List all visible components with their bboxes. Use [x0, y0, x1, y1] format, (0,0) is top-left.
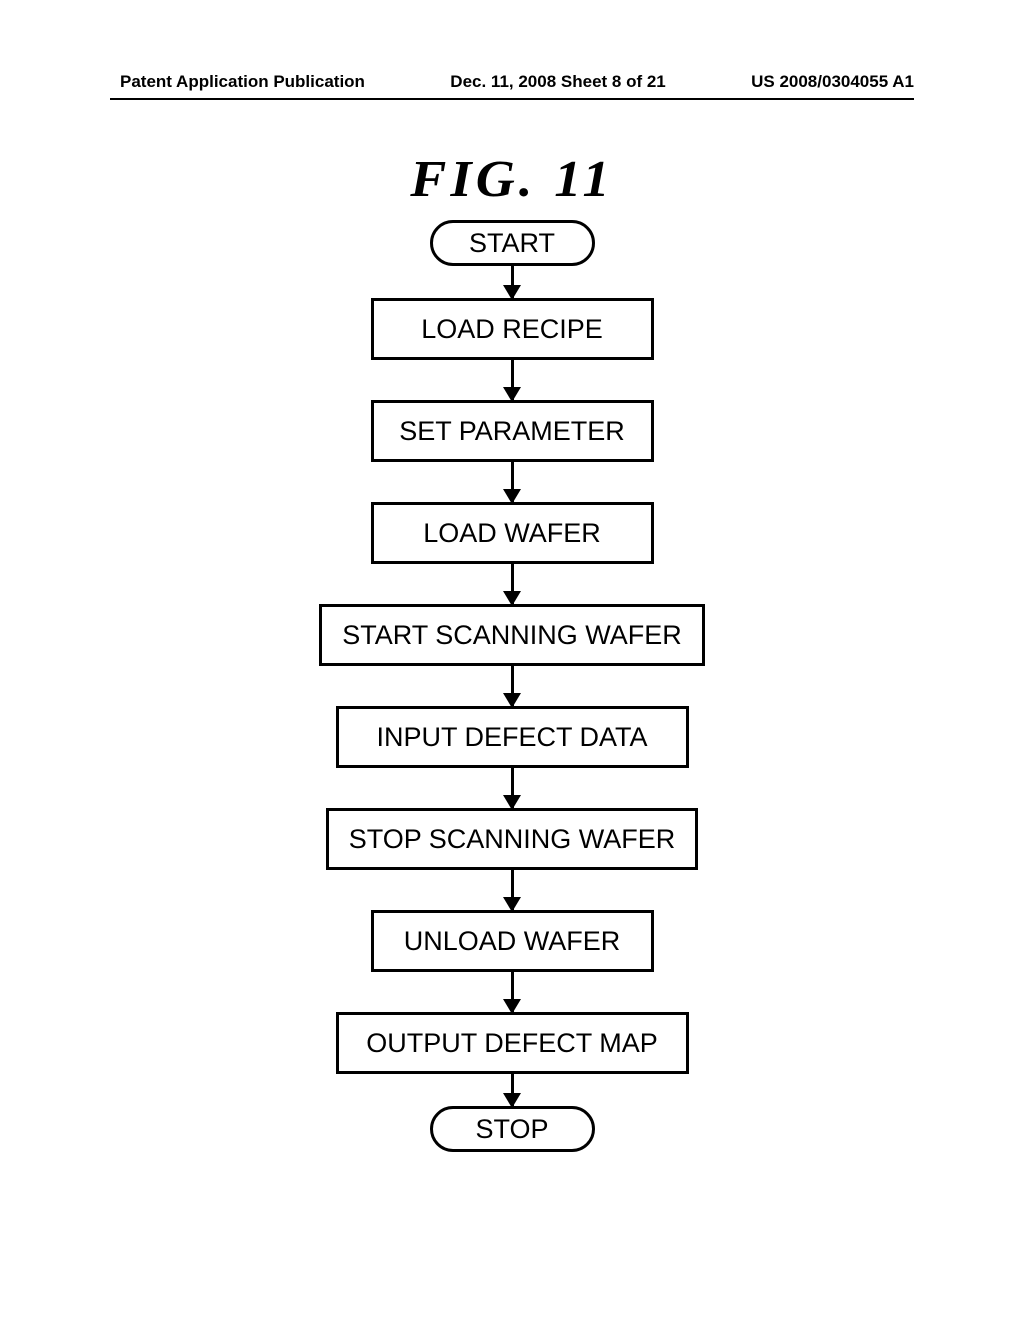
arrow-6 — [511, 870, 514, 910]
header-publication: Patent Application Publication — [120, 72, 365, 92]
arrow-4 — [511, 666, 514, 706]
page-header: Patent Application Publication Dec. 11, … — [0, 72, 1024, 92]
arrow-8 — [511, 1074, 514, 1106]
node-load-recipe: LOAD RECIPE — [371, 298, 654, 360]
node-stop-scanning: STOP SCANNING WAFER — [326, 808, 699, 870]
arrow-1 — [511, 360, 514, 400]
arrow-7 — [511, 972, 514, 1012]
arrow-5 — [511, 768, 514, 808]
node-load-wafer: LOAD WAFER — [371, 502, 654, 564]
arrow-3 — [511, 564, 514, 604]
node-input-defect: INPUT DEFECT DATA — [336, 706, 689, 768]
header-patent-number: US 2008/0304055 A1 — [751, 72, 914, 92]
figure-title: FIG. 11 — [0, 150, 1024, 209]
arrow-2 — [511, 462, 514, 502]
node-output-map: OUTPUT DEFECT MAP — [336, 1012, 689, 1074]
header-date-sheet: Dec. 11, 2008 Sheet 8 of 21 — [450, 72, 665, 92]
node-start: START — [430, 220, 595, 266]
node-set-parameter: SET PARAMETER — [371, 400, 654, 462]
header-divider — [110, 98, 914, 100]
arrow-0 — [511, 266, 514, 298]
flowchart-container: START LOAD RECIPE SET PARAMETER LOAD WAF… — [0, 220, 1024, 1152]
node-stop: STOP — [430, 1106, 595, 1152]
node-start-scanning: START SCANNING WAFER — [319, 604, 705, 666]
node-unload-wafer: UNLOAD WAFER — [371, 910, 654, 972]
